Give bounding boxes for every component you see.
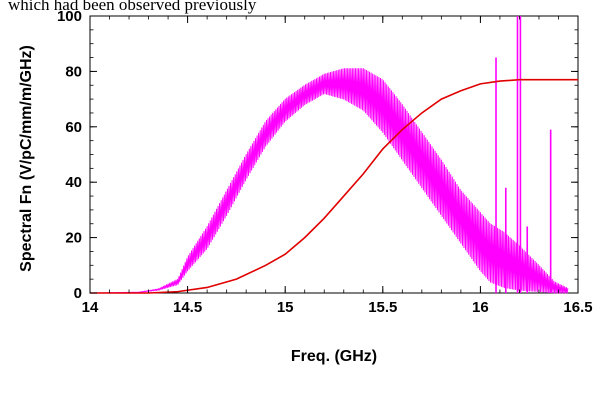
y-axis-title: Spectral Fn (V/pC/mm/m/GHz) [18,45,35,272]
x-tick-label: 14.5 [173,299,202,316]
ticks-layer: 14 14.5 15 15.5 16 16.5 0 20 40 60 80 100 [57,8,593,316]
series-layer [89,16,578,294]
x-tick-label: 15.5 [368,299,397,316]
y-tick-label: 40 [65,174,82,191]
y-tick-label: 0 [74,285,82,302]
x-tick-label: 16 [472,299,489,316]
y-tick-label: 80 [65,63,82,80]
x-tick-label: 16.5 [563,299,592,316]
spectral-function-series [89,16,569,294]
spectral-function-line [89,68,569,294]
x-tick-label: 15 [277,299,294,316]
y-tick-label: 60 [65,119,82,136]
y-tick-label: 100 [57,8,82,25]
x-axis-title: Freq. (GHz) [291,348,377,365]
integrated-spectrum-line [90,78,578,294]
y-tick-label: 20 [65,230,82,247]
integrated-spectrum-series [90,78,578,294]
x-tick-label: 14 [82,299,99,316]
caption-text: which had been observed previously [8,0,257,14]
